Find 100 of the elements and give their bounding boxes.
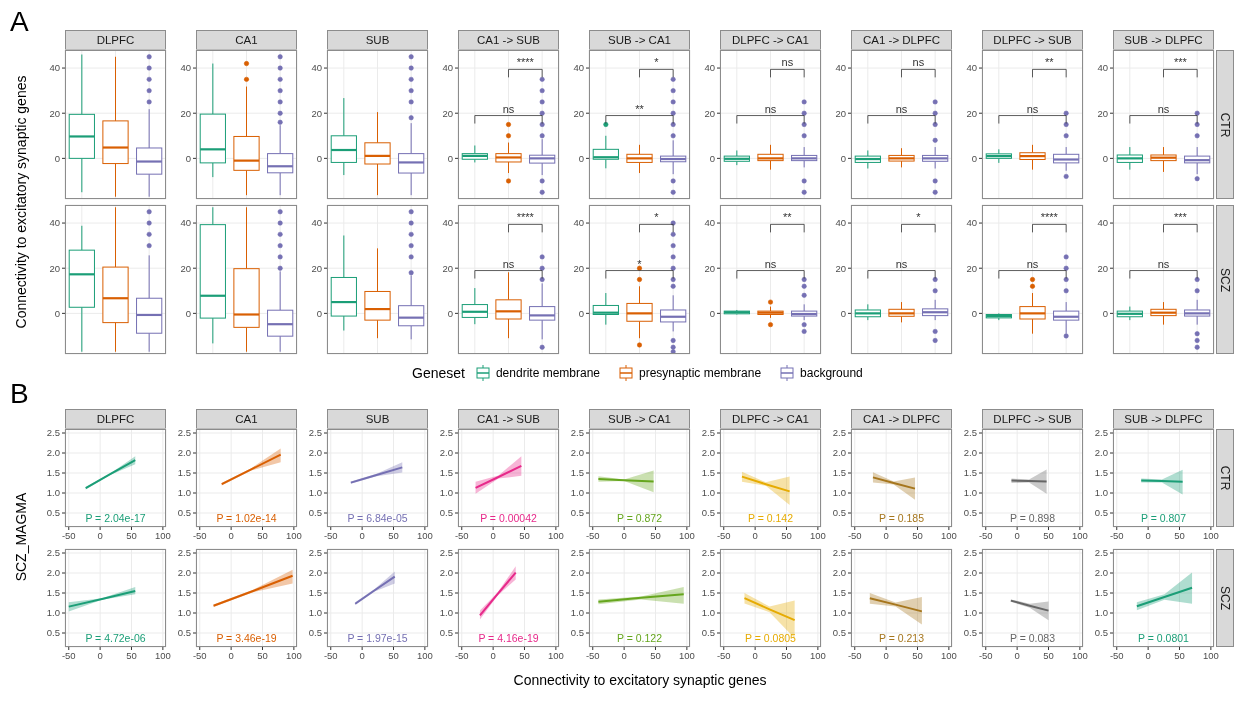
y-tick-label: 1.0	[308, 487, 322, 499]
y-tick-label: 2.5	[832, 427, 846, 439]
annotation: ns	[894, 257, 909, 270]
annotation: P = 0.185	[877, 512, 926, 524]
y-tick-label: 0	[971, 307, 977, 319]
y-axis-title: Connectivity to excitatory synaptic genes	[13, 74, 30, 331]
y-tick-label: 20	[1097, 262, 1108, 274]
x-tick-label: 0	[97, 649, 103, 661]
y-tick-label: 0.5	[570, 627, 584, 639]
annotation: ****	[515, 211, 535, 224]
y-tick-label: 2.0	[570, 567, 584, 579]
y-tick-label: 0.5	[1094, 507, 1108, 519]
y-tick-label: 0.5	[701, 507, 715, 519]
y-tick-label: 20	[573, 107, 584, 119]
y-tick-label: 2.0	[177, 567, 191, 579]
y-tick-label: 0	[1102, 307, 1108, 319]
x-tick-label: 0	[752, 649, 758, 661]
text: SCZ	[1218, 267, 1232, 292]
x-tick-label: 50	[912, 529, 923, 541]
y-tick-label: 0.5	[308, 507, 322, 519]
y-tick-label: 2.5	[308, 547, 322, 559]
x-tick-label: -50	[323, 529, 338, 541]
y-tick-label: 1.0	[177, 487, 191, 499]
y-tick-label: 40	[311, 217, 322, 229]
y-tick-label: 0.5	[439, 507, 453, 519]
x-tick-label: -50	[716, 649, 731, 661]
annotation: P = 0.083	[1008, 632, 1057, 644]
x-tick-label: -50	[61, 649, 76, 661]
y-tick-label: 2.0	[308, 567, 322, 579]
y-tick-label: 2.5	[177, 547, 191, 559]
x-tick-label: 0	[883, 529, 889, 541]
chart-title: DLPFC -> SUB	[982, 30, 1083, 50]
y-tick-label: 40	[966, 217, 977, 229]
y-tick-label: 40	[573, 217, 584, 229]
chart-title: SUB	[327, 30, 428, 50]
x-tick-label: 50	[388, 649, 399, 661]
text: SCZ	[1218, 586, 1232, 610]
y-tick-label: 1.0	[570, 607, 584, 619]
chart-title: CA1 -> SUB	[458, 30, 559, 50]
y-tick-label: 0	[185, 152, 191, 164]
y-tick-label: 40	[835, 62, 846, 74]
x-tick-label: -50	[454, 649, 469, 661]
y-tick-label: 1.5	[177, 467, 191, 479]
x-tick-label: -50	[978, 529, 993, 541]
x-tick-label: 50	[1174, 529, 1185, 541]
y-tick-label: 2.0	[1094, 567, 1108, 579]
y-tick-label: 2.5	[832, 547, 846, 559]
x-tick-label: 50	[781, 529, 792, 541]
y-tick-label: 20	[835, 107, 846, 119]
y-tick-label: 0.5	[570, 507, 584, 519]
y-tick-label: 0.5	[46, 627, 60, 639]
annotation: P = 0.213	[877, 632, 926, 644]
x-tick-label: 50	[388, 529, 399, 541]
annotation: *	[915, 211, 922, 224]
x-tick-label: -50	[847, 649, 862, 661]
x-tick-label: 50	[126, 649, 137, 661]
y-tick-label: 20	[442, 262, 453, 274]
annotation: ns	[1156, 257, 1171, 270]
y-tick-label: 1.0	[1094, 607, 1108, 619]
chart-title: SUB -> DLPFC	[1113, 409, 1214, 429]
annotation: ****	[1039, 211, 1059, 224]
x-tick-label: 100	[1071, 529, 1088, 541]
y-tick-label: 1.5	[177, 587, 191, 599]
chart-title: SUB -> CA1	[589, 30, 690, 50]
x-tick-label: -50	[1109, 649, 1124, 661]
annotation: **	[782, 211, 793, 224]
x-tick-label: 100	[678, 649, 695, 661]
y-tick-label: 0	[578, 307, 584, 319]
text: CTR	[1218, 465, 1233, 491]
y-tick-label: 20	[49, 107, 60, 119]
y-tick-label: 40	[442, 217, 453, 229]
y-tick-label: 2.0	[701, 567, 715, 579]
y-tick-label: 2.5	[570, 427, 584, 439]
x-tick-label: 50	[257, 529, 268, 541]
x-tick-label: -50	[585, 529, 600, 541]
y-tick-label: 0	[578, 152, 584, 164]
x-tick-label: 0	[1145, 649, 1151, 661]
y-tick-label: 40	[1097, 217, 1108, 229]
x-tick-label: 50	[781, 649, 792, 661]
y-tick-label: 1.5	[308, 587, 322, 599]
annotation: **	[1044, 56, 1055, 69]
y-tick-label: 0	[1102, 152, 1108, 164]
x-tick-label: 100	[547, 529, 564, 541]
x-tick-label: 0	[1014, 649, 1020, 661]
annotation: ns	[1156, 102, 1171, 115]
y-tick-label: 40	[1097, 62, 1108, 74]
annotation: ns	[911, 56, 926, 69]
y-tick-label: 0	[971, 152, 977, 164]
y-tick-label: 2.5	[963, 547, 977, 559]
y-tick-label: 1.0	[832, 487, 846, 499]
annotation: P = 0.807	[1139, 512, 1188, 524]
y-tick-label: 1.5	[308, 467, 322, 479]
x-tick-label: 50	[1043, 649, 1054, 661]
annotation: P = 1.97e-15	[346, 632, 409, 644]
y-tick-label: 40	[49, 217, 60, 229]
x-tick-label: 50	[519, 529, 530, 541]
y-tick-label: 2.5	[570, 547, 584, 559]
y-tick-label: 20	[180, 107, 191, 119]
y-tick-label: 20	[1097, 107, 1108, 119]
y-tick-label: 2.5	[308, 427, 322, 439]
